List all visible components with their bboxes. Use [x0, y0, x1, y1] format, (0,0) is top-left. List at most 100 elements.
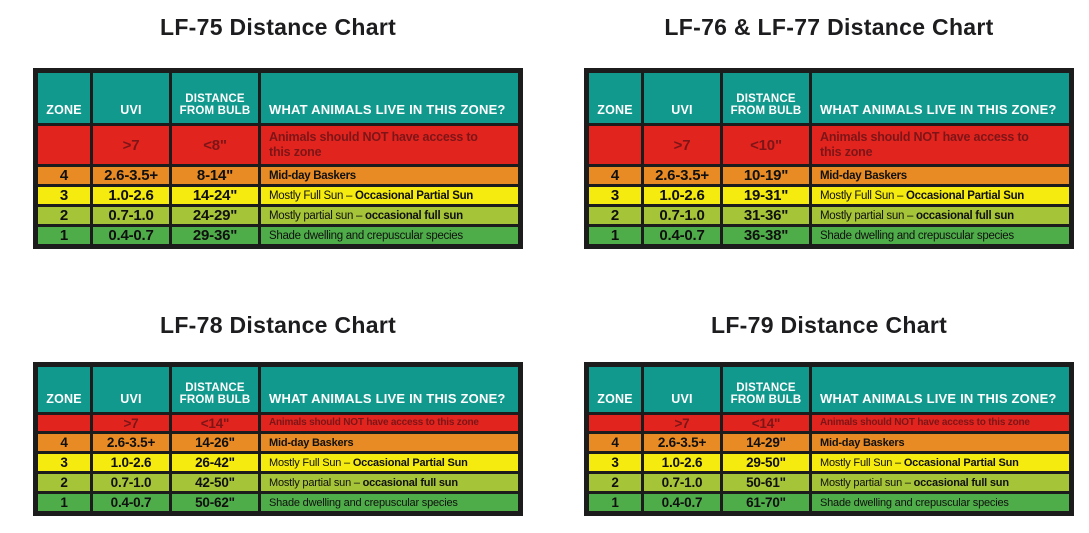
table-row-zone1: 1 0.4-0.7 29-36" Shade dwelling and crep… — [38, 227, 518, 244]
table-row-zone3: 3 1.0-2.6 29-50" Mostly Full Sun – Occas… — [589, 454, 1069, 471]
chart-section-lf78: LF-78 Distance Chart ZONE UVI DISTANCE F… — [33, 310, 523, 516]
animals-cell: Shade dwelling and crepuscular species — [812, 227, 1069, 244]
uvi-cell: 0.4-0.7 — [644, 494, 720, 511]
table-row-zone4: 4 2.6-3.5+ 10-19" Mid-day Baskers — [589, 167, 1069, 184]
zone-cell: 1 — [38, 227, 90, 244]
animals-cell: Mostly Full Sun – Occasional Partial Sun — [812, 454, 1069, 471]
header-row: ZONE UVI DISTANCE FROM BULB WHAT ANIMALS… — [38, 73, 518, 123]
zone-cell: 4 — [38, 434, 90, 451]
distance-table-lf76-lf77: ZONE UVI DISTANCE FROM BULB WHAT ANIMALS… — [584, 68, 1074, 249]
distance-table-lf79: ZONE UVI DISTANCE FROM BULB WHAT ANIMALS… — [584, 362, 1074, 516]
zone-cell: 3 — [589, 187, 641, 204]
animals-text-bold: Occasional Partial Sun — [352, 456, 468, 469]
animals-text: Animals should NOT have access to this z… — [820, 130, 1029, 159]
animals-text-bold: Occasional Partial Sun — [906, 189, 1025, 202]
col-header-distance: DISTANCE FROM BULB — [723, 73, 809, 123]
uvi-cell: >7 — [644, 415, 720, 431]
animals-cell: Mostly partial sun – occasional full sun — [261, 207, 518, 224]
animals-text-bold: occasional full sun — [913, 476, 1009, 489]
animals-cell: Mostly Full Sun – Occasional Partial Sun — [261, 187, 518, 204]
col-header-distance: DISTANCE FROM BULB — [172, 73, 258, 123]
header-row: ZONE UVI DISTANCE FROM BULB WHAT ANIMALS… — [589, 73, 1069, 123]
animals-cell: Mostly Full Sun – Occasional Partial Sun — [261, 454, 518, 471]
col-header-zone: ZONE — [589, 367, 641, 412]
animals-text: Animals should NOT have access to this z… — [820, 417, 1030, 428]
header-row: ZONE UVI DISTANCE FROM BULB WHAT ANIMALS… — [38, 367, 518, 412]
distance-cell: 8-14" — [172, 167, 258, 184]
animals-text: Mid-day Baskers — [820, 169, 907, 182]
header-row: ZONE UVI DISTANCE FROM BULB WHAT ANIMALS… — [589, 367, 1069, 412]
distance-cell: <14" — [172, 415, 258, 431]
uvi-cell: 1.0-2.6 — [644, 454, 720, 471]
distance-cell: 14-26" — [172, 434, 258, 451]
animals-cell: Mostly Full Sun – Occasional Partial Sun — [812, 187, 1069, 204]
zone-cell: 2 — [38, 474, 90, 491]
animals-text: Animals should NOT have access to this z… — [269, 130, 478, 159]
animals-cell: Mid-day Baskers — [812, 167, 1069, 184]
uvi-cell: >7 — [644, 126, 720, 164]
col-header-zone: ZONE — [38, 367, 90, 412]
chart-section-lf76-lf77: LF-76 & LF-77 Distance Chart ZONE UVI DI… — [584, 12, 1074, 249]
animals-text: Mostly partial sun – — [820, 476, 914, 489]
table-row-zone2: 2 0.7-1.0 24-29" Mostly partial sun – oc… — [38, 207, 518, 224]
table-row-danger-zone: >7 <14" Animals should NOT have access t… — [38, 415, 518, 431]
zone-cell: 1 — [38, 494, 90, 511]
animals-text: Shade dwelling and crepuscular species — [269, 229, 463, 242]
animals-cell: Shade dwelling and crepuscular species — [812, 494, 1069, 511]
distance-cell: 10-19" — [723, 167, 809, 184]
animals-cell: Mostly partial sun – occasional full sun — [261, 474, 518, 491]
col-header-uvi: UVI — [644, 73, 720, 123]
zone-cell: 2 — [589, 474, 641, 491]
animals-text: Mostly Full Sun – — [820, 189, 906, 202]
animals-cell: Shade dwelling and crepuscular species — [261, 494, 518, 511]
chart-title-lf75: LF-75 Distance Chart — [159, 14, 397, 40]
col-header-distance: DISTANCE FROM BULB — [723, 367, 809, 412]
table-row-zone3: 3 1.0-2.6 19-31" Mostly Full Sun – Occas… — [589, 187, 1069, 204]
distance-cell: 50-62" — [172, 494, 258, 511]
distance-cell: 61-70" — [723, 494, 809, 511]
col-header-uvi: UVI — [644, 367, 720, 412]
zone-cell: 1 — [589, 227, 641, 244]
table-row-zone3: 3 1.0-2.6 26-42" Mostly Full Sun – Occas… — [38, 454, 518, 471]
col-header-zone: ZONE — [38, 73, 90, 123]
distance-cell: 26-42" — [172, 454, 258, 471]
zone-cell — [38, 126, 90, 164]
table-row-zone2: 2 0.7-1.0 31-36" Mostly partial sun – oc… — [589, 207, 1069, 224]
table-row-zone2: 2 0.7-1.0 50-61" Mostly partial sun – oc… — [589, 474, 1069, 491]
distance-cell: 31-36" — [723, 207, 809, 224]
uvi-cell: 1.0-2.6 — [93, 454, 169, 471]
distance-cell: <8" — [172, 126, 258, 164]
distance-cell: <14" — [723, 415, 809, 431]
table-row-danger-zone: >7 <10" Animals should NOT have access t… — [589, 126, 1069, 164]
uvi-cell: 2.6-3.5+ — [644, 167, 720, 184]
animals-text-bold: Occasional Partial Sun — [903, 456, 1019, 469]
table-row-zone2: 2 0.7-1.0 42-50" Mostly partial sun – oc… — [38, 474, 518, 491]
animals-text: Mostly partial sun – — [269, 476, 363, 489]
col-header-animals: WHAT ANIMALS LIVE IN THIS ZONE? — [812, 73, 1069, 123]
animals-text: Mostly partial sun – — [820, 209, 916, 222]
zone-cell — [589, 126, 641, 164]
animals-text: Mostly Full Sun – — [820, 456, 904, 469]
uvi-cell: 0.7-1.0 — [93, 474, 169, 491]
uvi-cell: 0.7-1.0 — [93, 207, 169, 224]
animals-text: Mostly Full Sun – — [269, 189, 355, 202]
animals-text: Shade dwelling and crepuscular species — [820, 496, 1009, 509]
distance-cell: 14-24" — [172, 187, 258, 204]
uvi-cell: 0.4-0.7 — [644, 227, 720, 244]
table-row-zone1: 1 0.4-0.7 36-38" Shade dwelling and crep… — [589, 227, 1069, 244]
col-header-uvi: UVI — [93, 73, 169, 123]
table-row-zone1: 1 0.4-0.7 61-70" Shade dwelling and crep… — [589, 494, 1069, 511]
chart-title-lf79: LF-79 Distance Chart — [710, 312, 948, 338]
col-header-animals: WHAT ANIMALS LIVE IN THIS ZONE? — [812, 367, 1069, 412]
col-header-animals: WHAT ANIMALS LIVE IN THIS ZONE? — [261, 367, 518, 412]
uvi-cell: 2.6-3.5+ — [93, 434, 169, 451]
uvi-cell: 0.4-0.7 — [93, 494, 169, 511]
col-header-animals: WHAT ANIMALS LIVE IN THIS ZONE? — [261, 73, 518, 123]
uvi-cell: 0.7-1.0 — [644, 474, 720, 491]
chart-section-lf75: LF-75 Distance Chart ZONE UVI DISTANCE F… — [33, 12, 523, 249]
zone-cell: 4 — [589, 167, 641, 184]
animals-text: Shade dwelling and crepuscular species — [269, 496, 458, 509]
animals-text-bold: occasional full sun — [362, 476, 458, 489]
zone-cell: 1 — [589, 494, 641, 511]
animals-text: Mid-day Baskers — [269, 169, 356, 182]
